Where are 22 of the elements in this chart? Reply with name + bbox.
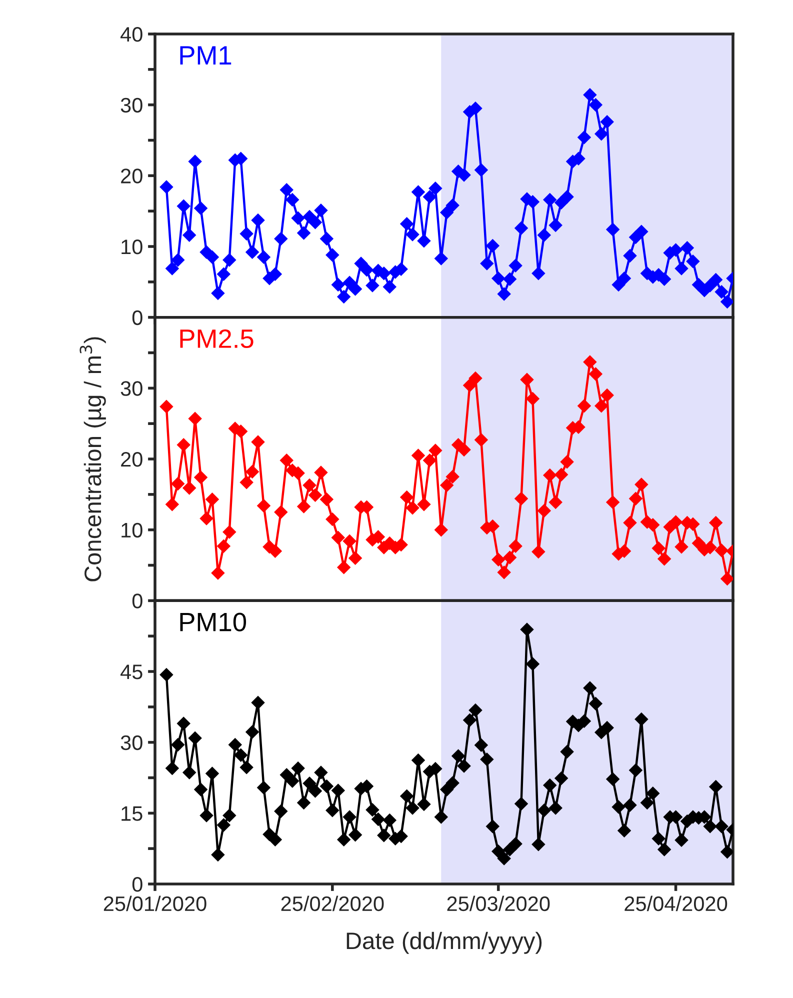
y-tick-label: 15 bbox=[122, 806, 142, 821]
x-axis-title: Date (dd/mm/yyyy) bbox=[346, 932, 542, 954]
y-tick-label: 30 bbox=[120, 98, 142, 113]
series-label: PM10 bbox=[180, 612, 246, 632]
x-tick-label: 25/01/2020 bbox=[104, 896, 206, 912]
x-tick-label: 25/02/2020 bbox=[281, 896, 384, 912]
x-tick-label: 25/03/2020 bbox=[447, 896, 550, 912]
y-tick-label: 30 bbox=[120, 381, 142, 396]
text: PM1 bbox=[180, 46, 232, 64]
x-tick-label: 25/04/2020 bbox=[624, 896, 728, 912]
text: PM2.5 bbox=[180, 329, 254, 348]
y-tick-label: 40 bbox=[120, 27, 142, 42]
y-tick-label: 20 bbox=[121, 168, 142, 184]
y-tick-label: 20 bbox=[121, 452, 142, 467]
y-axis-title: Concentration (µg / m$^{3}$) bbox=[80, 337, 106, 582]
y-tick-label: 0 bbox=[132, 310, 142, 326]
y-tick-label: 30 bbox=[120, 735, 142, 750]
y-tick-label: 45 bbox=[120, 664, 142, 680]
y-tick-label: 10 bbox=[122, 240, 142, 254]
y-tick-label: 0 bbox=[132, 594, 142, 608]
y-tick-label: 0 bbox=[132, 877, 142, 892]
y-tick-label: 10 bbox=[122, 522, 142, 538]
